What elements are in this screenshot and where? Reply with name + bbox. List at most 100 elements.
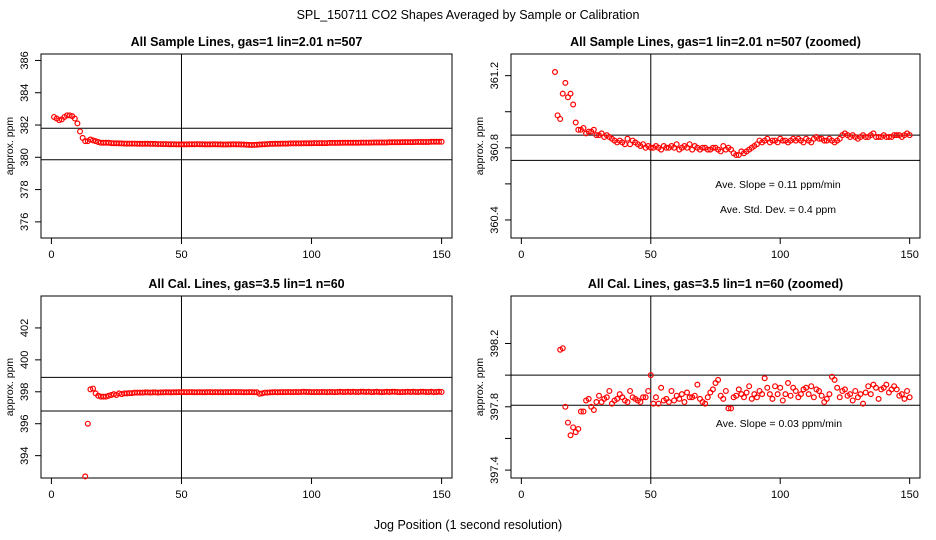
data-point [575, 425, 582, 432]
data-point [834, 384, 841, 391]
data-point [717, 148, 724, 155]
chart-title: All Cal. Lines, gas=3.5 lin=1 n=60 (zoom… [588, 277, 843, 291]
data-point [256, 390, 263, 397]
y-tick-label: 397.4 [489, 456, 501, 484]
y-tick-label: 386 [19, 51, 31, 69]
data-point [624, 135, 631, 142]
plot-frame [510, 53, 921, 239]
y-tick-label: 397.8 [489, 393, 501, 421]
chart-panel-3: All Cal. Lines, gas=3.5 lin=1 n=60 0 50 100… [4, 277, 453, 501]
data-point [893, 386, 900, 393]
data-point [686, 141, 693, 148]
data-point [570, 424, 577, 431]
data-point [810, 394, 817, 401]
data-point [663, 144, 670, 151]
data-point [769, 137, 776, 144]
y-tick-label: 380 [19, 148, 31, 166]
data-point [872, 384, 879, 391]
y-tick-label: 361.2 [489, 62, 501, 90]
data-point [585, 128, 592, 135]
data-point [865, 383, 872, 390]
figure-xlabel: Jog Position (1 second resolution) [374, 518, 562, 532]
data-point [593, 399, 600, 406]
data-point [593, 132, 600, 139]
data-point [805, 391, 812, 398]
data-point [580, 124, 587, 131]
data-point [585, 395, 592, 402]
x-tick-label: 0 [48, 249, 54, 261]
data-point [740, 394, 747, 401]
data-point [87, 386, 94, 393]
data-point [572, 119, 579, 126]
data-point [647, 144, 654, 151]
data-point [82, 473, 89, 480]
data-point [559, 90, 566, 97]
data-point [105, 392, 112, 399]
data-point [728, 405, 735, 412]
chart-panel-2: All Sample Lines, gas=1 lin=2.01 n=507 (… [474, 35, 921, 261]
data-point [792, 387, 799, 394]
data-point [704, 146, 711, 153]
data-point [746, 383, 753, 390]
y-tick-label: 396 [19, 415, 31, 433]
y-tick-label: 402 [19, 319, 31, 337]
data-point [652, 394, 659, 401]
y-tick-label: 398.2 [489, 330, 501, 358]
data-point [818, 392, 825, 399]
data-point [722, 387, 729, 394]
data-point [567, 432, 574, 439]
data-point [797, 391, 804, 398]
y-axis-label: approx. ppm [474, 358, 486, 417]
y-tick-label: 360.8 [489, 134, 501, 162]
data-point [77, 128, 84, 135]
data-point [702, 400, 709, 407]
y-tick-label: 384 [19, 84, 31, 102]
data-point [715, 376, 722, 383]
data-point [847, 391, 854, 398]
y-tick-label: 378 [19, 180, 31, 198]
y-axis-label: approx. ppm [4, 117, 16, 176]
data-point [590, 126, 597, 133]
x-tick-label: 100 [302, 249, 320, 261]
y-tick-label: 394 [19, 446, 31, 464]
data-point [753, 394, 760, 401]
data-point [676, 395, 683, 402]
x-tick-label: 100 [302, 489, 320, 501]
data-point [704, 394, 711, 401]
data-point [694, 381, 701, 388]
y-tick-label: 360.4 [489, 206, 501, 234]
data-point [720, 395, 727, 402]
data-point [438, 388, 445, 395]
data-point [559, 345, 566, 352]
annotation: Ave. Slope = 0.03 ppm/min [716, 418, 842, 430]
data-point [552, 69, 559, 76]
x-tick-label: 50 [175, 249, 187, 261]
data-point [90, 137, 97, 144]
x-tick-label: 0 [518, 249, 524, 261]
data-point [901, 395, 908, 402]
data-point [665, 399, 672, 406]
data-point [764, 384, 771, 391]
data-point [779, 397, 786, 404]
data-point [784, 380, 791, 387]
data-point [774, 391, 781, 398]
data-point [596, 392, 603, 399]
data-point [906, 394, 913, 401]
x-tick-label: 50 [645, 249, 657, 261]
data-point [862, 133, 869, 140]
data-point [686, 394, 693, 401]
data-point [893, 132, 900, 139]
data-point [56, 117, 63, 124]
x-tick-label: 0 [48, 489, 54, 501]
data-point [564, 419, 571, 426]
data-point [699, 144, 706, 151]
data-point [733, 392, 740, 399]
chart-panel-1: All Sample Lines, gas=1 lin=2.01 n=507 0 5… [4, 35, 453, 261]
data-point [748, 395, 755, 402]
data-point [74, 120, 81, 127]
chart-title: All Sample Lines, gas=1 lin=2.01 n=507 [131, 35, 363, 49]
data-point [71, 115, 78, 122]
data-point [645, 387, 652, 394]
data-point [614, 395, 621, 402]
